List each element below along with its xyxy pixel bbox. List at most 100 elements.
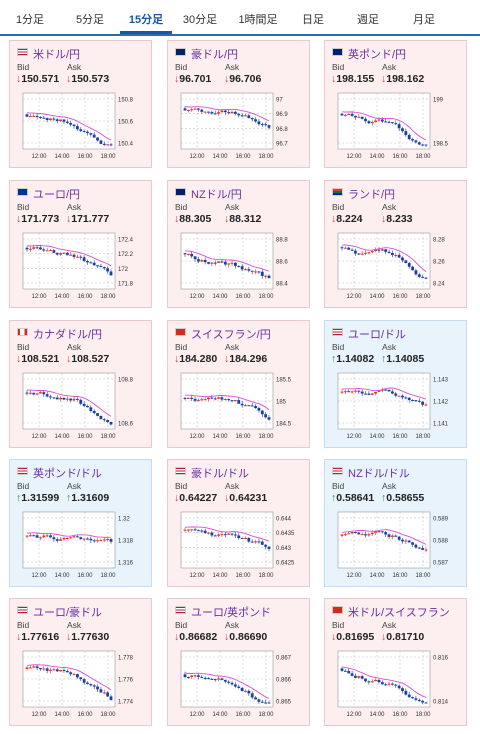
y-tick-label: 1.318 [118, 539, 134, 545]
currency-pair-name[interactable]: ユーロ/英ポンド [191, 607, 272, 619]
mini-candlestick-chart[interactable]: 199 198.5 12:00 14:00 16:00 18:00 [332, 89, 461, 164]
currency-pair-name[interactable]: 豪ドル/円 [191, 49, 239, 61]
rate-card[interactable]: カナダドル/円 Bid Ask ↓108.521 ↓108.527 108.8 108.6 1… [9, 320, 152, 448]
tab-daily[interactable]: 日足 [302, 14, 324, 26]
rate-card[interactable]: ユーロ/豪ドル Bid Ask ↓1.77616 ↓1.77630 1.778 1.776 1… [9, 598, 152, 726]
candle-body [360, 253, 364, 255]
candle-body [380, 249, 384, 251]
x-tick-label: 18:00 [415, 434, 431, 440]
currency-pair-name[interactable]: 豪ドル/ドル [191, 468, 250, 480]
rate-card[interactable]: 英ポンド/ドル Bid Ask ↑1.31599 ↑1.31609 1.32 1.318 1.… [9, 459, 152, 587]
candle-body [39, 668, 42, 670]
down-arrow-icon: ↓ [66, 353, 72, 365]
rate-card[interactable]: スイスフラン/円 Bid Ask ↓184.280 ↓184.296 185.5 185 18… [167, 320, 310, 448]
tab-weekly[interactable]: 週足 [357, 14, 379, 26]
candle-body [364, 118, 367, 122]
candle-body [190, 397, 194, 399]
rate-card[interactable]: 豪ドル/ドル Bid Ask ↓0.64227 ↓0.64231 0.644 0.6435 0… [167, 459, 310, 587]
candle-body [377, 119, 381, 121]
bid-label: Bid [175, 481, 188, 491]
down-arrow-icon: ↓ [381, 73, 387, 85]
ask-price: ↓0.86690 [224, 631, 267, 643]
x-tick-label: 16:00 [235, 434, 251, 440]
candle-body [407, 540, 411, 543]
candle-body [193, 108, 197, 110]
tab-30min[interactable]: 30分足 [182, 14, 218, 26]
bid-value: 0.86682 [179, 631, 218, 643]
y-tick-label: 88.4 [276, 282, 288, 288]
rate-card[interactable]: ランド/円 Bid Ask ↓8.224 ↓8.233 8.28 8.26 8.24 12:00… [324, 180, 467, 308]
currency-pair-name[interactable]: スイスフラン/円 [191, 329, 271, 341]
candle-body [52, 250, 56, 253]
x-tick-label: 16:00 [392, 712, 408, 718]
rate-card[interactable]: ユーロ/英ポンド Bid Ask ↓0.86682 ↓0.86690 0.867 0.866… [167, 598, 310, 726]
rate-card[interactable]: 米ドル/円 Bid Ask ↓150.571 ↓150.573 150.8 150.6 150… [9, 40, 152, 168]
y-tick-label: 184.5 [276, 422, 292, 428]
tab-1min[interactable]: 1分足 [15, 14, 45, 26]
ask-label: Ask [67, 342, 82, 352]
mini-candlestick-chart[interactable]: 0.816 0.814 12:00 14:00 16:00 18:00 [332, 647, 461, 722]
candle-body [186, 397, 190, 399]
candle-body [197, 399, 200, 401]
candle-body [370, 532, 374, 535]
candle-body [102, 539, 106, 541]
mini-candlestick-chart[interactable]: 150.8 150.6 150.4 12:00 14:00 16:00 18:00 [17, 89, 146, 164]
tab-1hour[interactable]: 1時間足 [238, 14, 278, 26]
x-tick-label: 18:00 [415, 712, 431, 718]
tab-15min[interactable]: 15分足 [120, 0, 172, 34]
candle-body [28, 667, 32, 669]
candle-body [45, 535, 49, 537]
currency-pair-name[interactable]: カナダドル/円 [33, 329, 103, 341]
mini-candlestick-chart[interactable]: 88.8 88.6 88.4 12:00 14:00 16:00 18:00 [175, 229, 304, 304]
mini-candlestick-chart[interactable]: 0.644 0.6435 0.643 0.6425 12:00 14:00 16:00 18:… [175, 508, 304, 583]
currency-pair-name[interactable]: 米ドル/スイスフラン [348, 607, 450, 619]
rate-card[interactable]: NZドル/ドル Bid Ask ↑0.58641 ↑0.58655 0.589 0.588 0… [324, 459, 467, 587]
mini-candlestick-chart[interactable]: 1.32 1.318 1.316 12:00 14:00 16:00 18:00 [17, 508, 146, 583]
moving-average-line [341, 666, 427, 698]
rate-card[interactable]: ユーロ/ドル Bid Ask ↑1.14082 ↑1.14085 1.143 1.142 1.… [324, 320, 467, 448]
candle-body [96, 686, 99, 690]
rate-card[interactable]: NZドル/円 Bid Ask ↓88.305 ↓88.312 88.8 88.6 88.4 12… [167, 180, 310, 308]
mini-candlestick-chart[interactable]: 185.5 185 184.5 12:00 14:00 16:00 18:00 [175, 369, 304, 444]
rate-card[interactable]: 英ポンド/円 Bid Ask ↓198.155 ↓198.162 199 198.5 12:0… [324, 40, 467, 168]
currency-pair-name[interactable]: ユーロ/ドル [348, 329, 407, 341]
mini-candlestick-chart[interactable]: 1.778 1.776 1.774 12:00 14:00 16:00 18:00 [17, 647, 146, 722]
candle-body [49, 669, 52, 671]
candle-body [250, 693, 254, 698]
mini-candlestick-chart[interactable]: 97 96.9 96.8 96.7 12:00 14:00 16:00 18:00 [175, 89, 304, 164]
mini-candlestick-chart[interactable]: 0.867 0.866 0.865 12:00 14:00 16:00 18:00 [175, 647, 304, 722]
tab-5min[interactable]: 5分足 [75, 14, 105, 26]
currency-pair-name[interactable]: ユーロ/円 [33, 189, 81, 201]
mini-candlestick-chart[interactable]: 172.4 172.2 172 171.8 12:00 14:00 16:00 18:00 [17, 229, 146, 304]
ask-price: ↓198.162 [381, 73, 424, 85]
mini-candlestick-chart[interactable]: 8.28 8.26 8.24 12:00 14:00 16:00 18:00 [332, 229, 461, 304]
candle-body [421, 276, 425, 278]
x-tick-label: 12:00 [346, 154, 362, 160]
currency-pair-name[interactable]: 英ポンド/ドル [33, 468, 103, 480]
tab-monthly[interactable]: 月足 [413, 14, 435, 26]
ch-flag-icon [175, 328, 186, 336]
rate-card[interactable]: 豪ドル/円 Bid Ask ↓96.701 ↓96.706 97 96.9 96.8 96.7 1… [167, 40, 310, 168]
bid-label: Bid [17, 62, 30, 72]
currency-pair-name[interactable]: NZドル/ドル [348, 468, 410, 480]
currency-pair-name[interactable]: 米ドル/円 [33, 49, 81, 61]
mini-candlestick-chart[interactable]: 1.143 1.142 1.141 12:00 14:00 16:00 18:00 [332, 369, 461, 444]
bid-label: Bid [332, 481, 345, 491]
ask-price: ↓88.312 [224, 213, 261, 225]
candle-body [250, 541, 254, 543]
currency-pair-name[interactable]: 英ポンド/円 [348, 49, 407, 61]
currency-pair-name[interactable]: ユーロ/豪ドル [33, 607, 103, 619]
y-tick-label: 0.644 [276, 517, 292, 523]
currency-pair-name[interactable]: ランド/円 [348, 189, 396, 201]
mini-candlestick-chart[interactable]: 0.589 0.588 0.587 12:00 14:00 16:00 18:00 [332, 508, 461, 583]
candle-body [42, 249, 46, 251]
mini-candlestick-chart[interactable]: 108.8 108.6 12:00 14:00 16:00 18:00 [17, 369, 146, 444]
rate-card[interactable]: 米ドル/スイスフラン Bid Ask ↓0.81695 ↓0.81710 0.816 0.8… [324, 598, 467, 726]
down-arrow-icon: ↓ [174, 492, 180, 504]
timeframe-tabs: 1分足 5分足 15分足 30分足 1時間足 日足 週足 月足 [0, 0, 480, 36]
moving-average-line [341, 529, 427, 545]
candle-body [86, 131, 89, 134]
rate-card[interactable]: ユーロ/円 Bid Ask ↓171.773 ↓171.777 172.4 172.2 172… [9, 180, 152, 308]
us-flag-icon [175, 606, 186, 614]
currency-pair-name[interactable]: NZドル/円 [191, 189, 242, 201]
